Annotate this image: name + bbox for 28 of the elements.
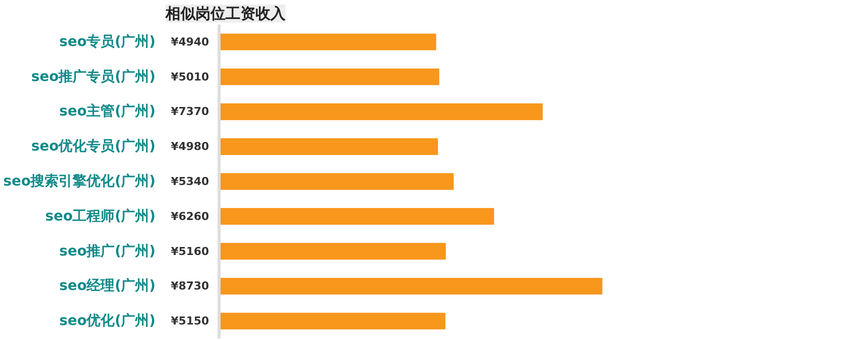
data-label: ¥5150 xyxy=(170,314,210,328)
bar xyxy=(218,173,454,190)
bar xyxy=(218,312,446,330)
bar xyxy=(218,242,446,260)
chart-title: 相似岗位工资收入 xyxy=(164,4,286,22)
bar xyxy=(218,278,602,295)
y-tick-label: seo经理(广州) xyxy=(59,277,156,294)
y-tick-label: seo专员(广州) xyxy=(59,32,156,50)
bar xyxy=(218,138,438,155)
y-tick-label: seo主管(广州) xyxy=(59,102,156,120)
bar xyxy=(218,34,436,50)
data-label: ¥6260 xyxy=(170,210,210,223)
bar xyxy=(218,103,543,120)
data-label: ¥4980 xyxy=(170,140,210,154)
y-tick-label: seo优化(广州) xyxy=(59,312,156,330)
y-tick-label: seo推广(广州) xyxy=(59,242,156,260)
data-label: ¥4940 xyxy=(170,35,210,48)
data-label: ¥5340 xyxy=(170,175,210,188)
y-tick-label: seo优化专员(广州) xyxy=(31,138,156,155)
y-tick-label: seo搜索引擎优化(广州) xyxy=(3,172,156,190)
data-label: ¥5160 xyxy=(170,244,210,258)
y-tick-label: seo工程师(广州) xyxy=(45,207,156,224)
bar xyxy=(218,208,494,225)
data-label: ¥8730 xyxy=(170,280,210,293)
data-label: ¥5010 xyxy=(170,70,210,84)
y-tick-label: seo推广专员(广州) xyxy=(31,68,156,85)
data-label: ¥7370 xyxy=(170,105,210,118)
bar xyxy=(218,68,440,86)
